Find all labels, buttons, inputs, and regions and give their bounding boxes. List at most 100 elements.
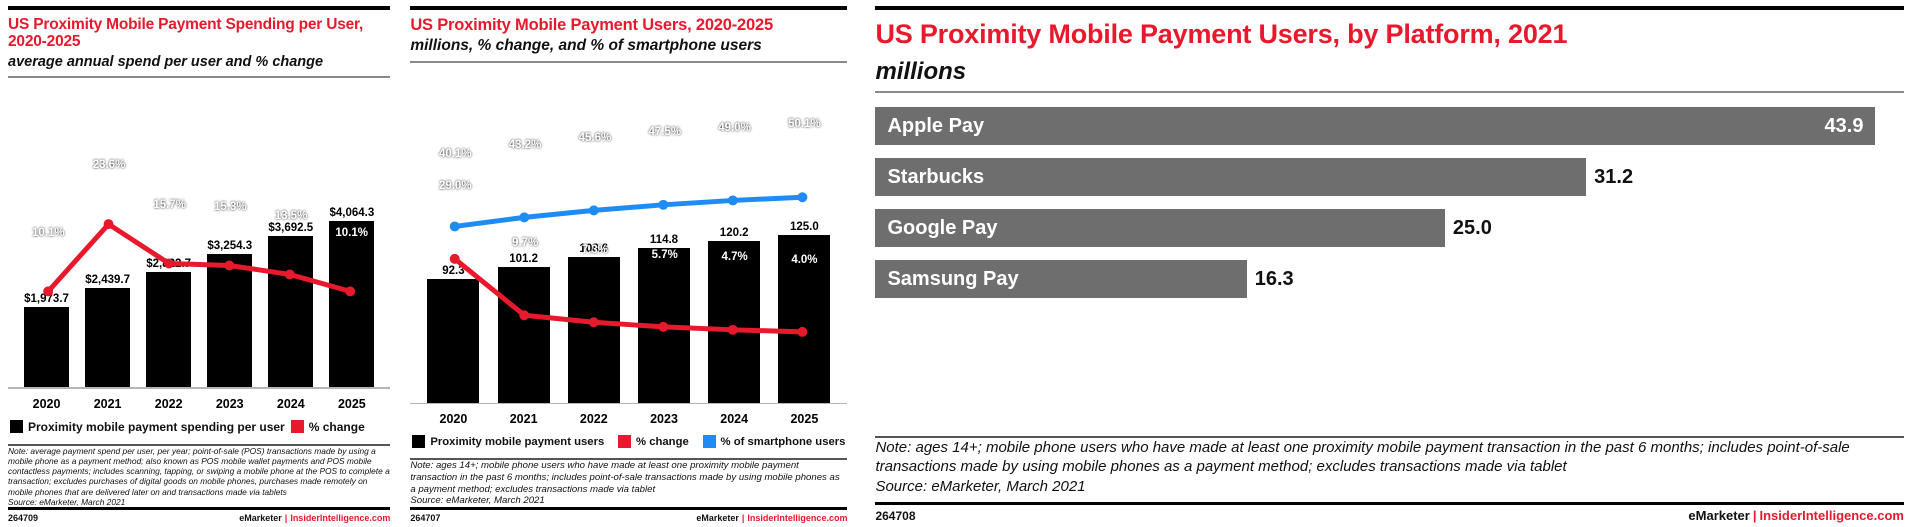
chart-legend: Proximity mobile payment users % change % … (410, 430, 847, 452)
legend-item: % change (618, 435, 689, 449)
reference-number: 264709 (8, 513, 39, 523)
bar-category-label: Apple Pay (887, 114, 985, 137)
legend-item: % of smartphone users (702, 435, 846, 449)
bar-column: 101.2 (489, 67, 559, 405)
footer-bar: 264709 eMarketer | InsiderIntelligence.com (8, 510, 390, 527)
legend-label: % change (308, 419, 365, 434)
legend-swatch-icon (290, 420, 304, 433)
bar-row: Samsung Pay 16.3 (875, 260, 1904, 299)
legend-swatch-icon (10, 420, 23, 433)
bar-category-label: Google Pay (887, 216, 998, 239)
bar (329, 220, 375, 389)
x-axis-label: 2021 (93, 396, 122, 411)
reference-number: 264708 (875, 508, 916, 523)
brand-emarketer: eMarketer (1688, 508, 1750, 523)
brand-insiderintelligence: InsiderIntelligence.com (290, 513, 391, 523)
bar-row: Apple Pay 43.9 (875, 107, 1904, 146)
line-point-label: 40.1% (438, 147, 472, 160)
legend-label: Proximity mobile payment spending per us… (28, 419, 285, 434)
subtitle-rule (8, 76, 391, 79)
bar-column: 114.8 (629, 67, 699, 405)
footer-bar: 264707 eMarketer | InsiderIntelligence.com (410, 510, 847, 527)
bar (638, 248, 690, 405)
x-axis-label: 2020 (32, 396, 61, 411)
bar-series-spending: $1,973.7 $2,439.7 $2,822.7 $3,254.3 $3,692.5… (16, 82, 382, 389)
bar-value-label: $1,973.7 (24, 292, 69, 305)
combo-chart-users: 92.3 101.2 108.6 114.8 120.2 125.0 29.0% 9.7% 7… (410, 67, 848, 430)
legend-item: Proximity mobile payment spending per us… (10, 420, 285, 434)
note-text: Note: average payment spend per user, pe… (8, 445, 390, 497)
note-text: Note: ages 14+; mobile phone users who h… (875, 438, 1850, 476)
bar (497, 266, 550, 405)
bar-value-label: 16.3 (1254, 267, 1294, 290)
bar-value-label: 114.8 (649, 234, 679, 247)
x-axis-labels: 2020 2021 2022 2023 2024 2025 (418, 412, 839, 426)
bar-column: 108.6 (559, 67, 629, 405)
x-axis-label: 2022 (579, 412, 608, 427)
brand-emarketer: eMarketer (696, 513, 739, 523)
top-rule (410, 6, 848, 10)
line-point-label: 10.1% (335, 226, 368, 239)
bar-value-label: $2,439.7 (85, 273, 130, 286)
legend-swatch-icon (702, 435, 716, 449)
bar (146, 271, 192, 389)
line-point-label: 49.0% (718, 121, 751, 134)
bar (207, 254, 253, 389)
bar-column: $2,822.7 (138, 82, 199, 389)
top-rule (875, 6, 1904, 10)
legend-swatch-icon (618, 435, 632, 449)
bar-column: 92.3 (418, 67, 488, 405)
bar-value-label: $3,692.5 (268, 221, 314, 234)
chart-subtitle: millions, % change, and % of smartphone … (410, 37, 762, 55)
brand-insiderintelligence: InsiderIntelligence.com (1759, 508, 1905, 523)
subtitle-rule (875, 91, 1904, 94)
bar-value-label: 92.3 (442, 264, 465, 277)
bar-value-label: 125.0 (789, 220, 819, 233)
legend-label: Proximity mobile payment users (430, 435, 605, 448)
chart-panel-users: US Proximity Mobile Payment Users, 2020-… (402, 0, 856, 527)
bar-category-label: Starbucks (887, 165, 985, 188)
line-point-label: 4.7% (721, 251, 748, 264)
legend-label: % change (636, 435, 689, 448)
line-point-label: 13.5% (274, 209, 308, 222)
brand-insiderintelligence: InsiderIntelligence.com (747, 513, 848, 523)
chart-panel-spending-per-user: US Proximity Mobile Payment Spending per… (0, 0, 399, 527)
source-text: Source: eMarketer, March 2021 (410, 495, 545, 507)
legend-swatch-icon (412, 435, 426, 449)
x-axis-label: 2024 (276, 396, 305, 411)
bar-column: $3,692.5 (260, 82, 321, 389)
x-axis-line (410, 402, 848, 405)
bar-column: $3,254.3 (199, 82, 260, 389)
line-point-label: 47.5% (648, 125, 682, 138)
source-text: Source: eMarketer, March 2021 (875, 477, 1086, 495)
bar-value-label: 120.2 (719, 227, 749, 240)
line-point-label: 10.1% (32, 226, 65, 239)
chart-subtitle: average annual spend per user and % chan… (8, 53, 324, 70)
x-axis-label: 2022 (154, 396, 183, 411)
horizontal-bar-chart: Apple Pay 43.9 Starbucks 31.2 Google Pay 25.0… (875, 93, 1904, 423)
legend-item: Proximity mobile payment users (412, 435, 605, 449)
bar-row: Google Pay 25.0 (875, 209, 1904, 248)
bar-series-users: 92.3 101.2 108.6 114.8 120.2 125.0 (418, 67, 839, 405)
combo-chart-spending: $1,973.7 $2,439.7 $2,822.7 $3,254.3 $3,692.5… (8, 82, 391, 414)
bar-category-label: Samsung Pay (887, 267, 1019, 290)
legend-label: % of smartphone users (720, 435, 846, 448)
bar-column: $2,439.7 (77, 82, 138, 389)
horizontal-bar: Samsung Pay (875, 260, 1247, 299)
brand-mark: eMarketer | InsiderIntelligence.com (696, 513, 847, 523)
x-axis-label: 2021 (509, 412, 538, 427)
bar-column: $1,973.7 (16, 82, 77, 389)
x-axis-label: 2025 (790, 412, 819, 427)
line-point-label: 15.7% (153, 198, 186, 211)
line-point-label: 9.7% (511, 236, 539, 249)
top-rule (8, 6, 391, 10)
line-point-label: 4.0% (791, 253, 818, 266)
footnote-rule (8, 443, 391, 446)
x-axis-label: 2024 (720, 412, 749, 427)
bar-value-label: 31.2 (1594, 165, 1634, 188)
x-axis-label: 2020 (439, 412, 468, 427)
chart-footnote: Note: ages 14+; mobile phone users who h… (410, 460, 847, 507)
x-axis-label: 2023 (215, 396, 244, 411)
chart-legend: Proximity mobile payment spending per us… (8, 415, 390, 438)
bar-column: 120.2 (699, 67, 769, 405)
